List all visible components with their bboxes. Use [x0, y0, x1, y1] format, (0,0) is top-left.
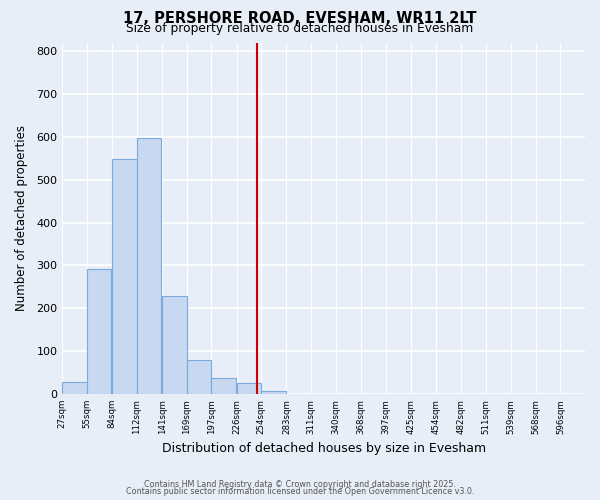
X-axis label: Distribution of detached houses by size in Evesham: Distribution of detached houses by size …: [161, 442, 486, 455]
Bar: [261, 390, 286, 394]
Text: Contains public sector information licensed under the Open Government Licence v3: Contains public sector information licen…: [126, 488, 474, 496]
Bar: [137, 138, 161, 394]
Bar: [62, 382, 87, 394]
Bar: [236, 383, 261, 394]
Y-axis label: Number of detached properties: Number of detached properties: [15, 125, 28, 311]
Bar: [162, 296, 187, 394]
Bar: [187, 360, 211, 394]
Text: 17, PERSHORE ROAD, EVESHAM, WR11 2LT: 17, PERSHORE ROAD, EVESHAM, WR11 2LT: [123, 11, 477, 26]
Text: Size of property relative to detached houses in Evesham: Size of property relative to detached ho…: [127, 22, 473, 35]
Bar: [112, 159, 137, 394]
Text: Contains HM Land Registry data © Crown copyright and database right 2025.: Contains HM Land Registry data © Crown c…: [144, 480, 456, 489]
Bar: [211, 378, 236, 394]
Text: 17 PERSHORE ROAD: 249sqm
← 99% of detached houses are smaller (1,805)
1% of semi: 17 PERSHORE ROAD: 249sqm ← 99% of detach…: [0, 499, 1, 500]
Bar: [87, 269, 112, 394]
